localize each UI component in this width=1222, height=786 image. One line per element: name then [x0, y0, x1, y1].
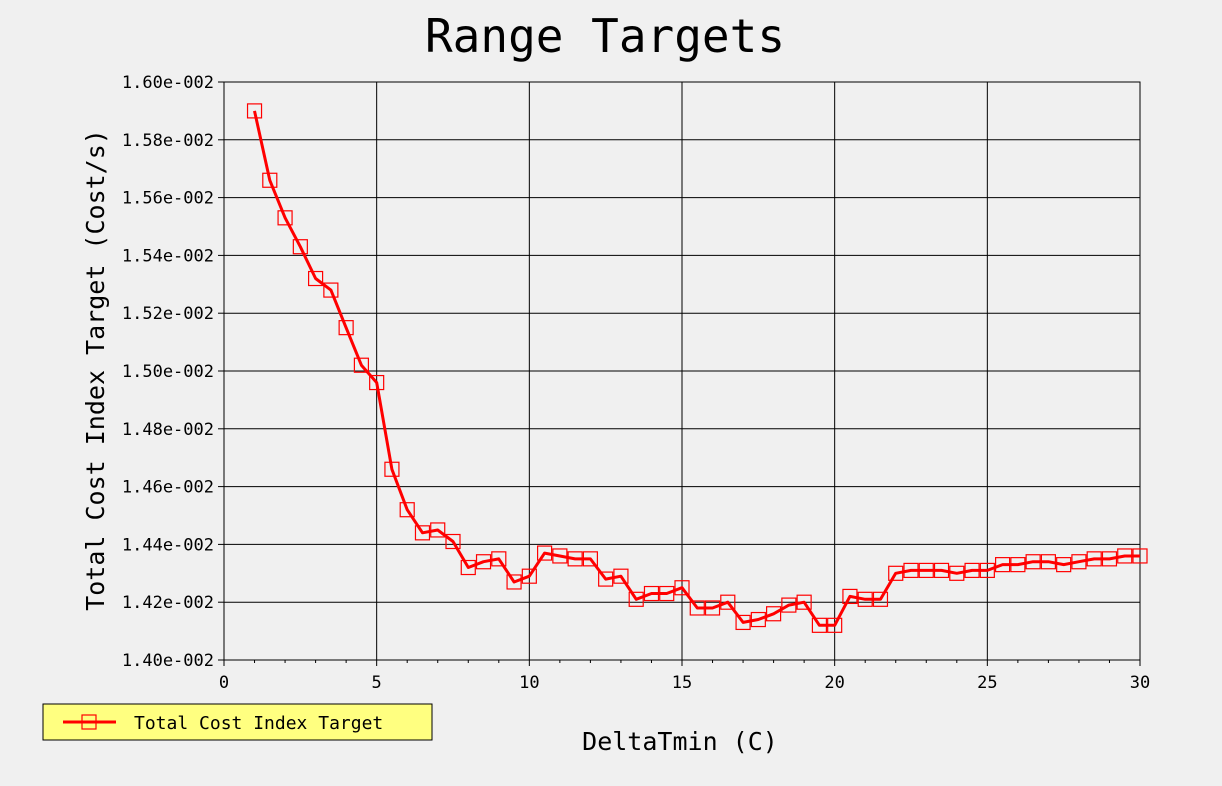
series-layer	[246, 103, 1148, 633]
data-point-marker	[369, 374, 385, 391]
x-tick-label: 0	[219, 673, 229, 693]
data-point-marker	[659, 585, 675, 602]
legend: Total Cost Index Target	[42, 703, 433, 741]
x-axis-title: DeltaTmin (C)	[582, 727, 778, 756]
data-point-marker	[994, 557, 1011, 573]
legend-label: Total Cost Index Target	[134, 713, 383, 734]
data-point-marker	[1056, 557, 1072, 573]
data-point-marker	[796, 594, 812, 610]
data-point-marker	[872, 591, 889, 607]
data-point-marker	[689, 600, 705, 616]
y-tick-label: 1.60e-002	[122, 73, 214, 93]
y-tick-label: 1.58e-002	[122, 131, 214, 151]
x-tick-label: 5	[372, 673, 382, 693]
data-point-marker	[338, 320, 354, 336]
data-point-marker	[414, 525, 431, 541]
data-point-marker	[552, 548, 568, 564]
data-point-marker	[918, 562, 934, 579]
x-tick-label: 25	[977, 673, 997, 693]
data-point-marker	[811, 617, 828, 633]
data-point-marker	[399, 502, 415, 518]
data-point-marker	[1040, 554, 1057, 570]
data-point-marker	[308, 270, 324, 287]
data-point-marker	[1025, 554, 1041, 570]
data-point-marker	[445, 533, 461, 550]
data-point-marker	[933, 562, 950, 579]
data-point-marker	[827, 617, 843, 633]
y-tick-label: 1.50e-002	[122, 362, 214, 382]
data-point-marker	[536, 545, 553, 561]
data-point-marker	[292, 239, 308, 255]
data-point-marker	[1117, 548, 1133, 564]
data-point-marker	[643, 585, 660, 602]
legend-box	[42, 703, 433, 741]
y-tick-label: 1.54e-002	[122, 246, 214, 266]
data-point-marker	[475, 554, 492, 570]
y-axis: 1.40e-002 1.42e-002 1.44e-002 1.46e-002 1.48…	[122, 73, 224, 671]
legend-marker-square	[81, 714, 97, 730]
data-point-marker	[567, 551, 583, 567]
data-point-marker	[1132, 548, 1148, 564]
data-point-marker	[857, 591, 873, 607]
data-point-marker	[491, 551, 507, 567]
data-point-marker	[949, 565, 965, 581]
x-tick-label: 30	[1130, 673, 1150, 693]
data-point-marker	[750, 611, 766, 628]
y-axis-title: Total Cost Index Target (Cost/s)	[81, 129, 110, 611]
y-tick-label: 1.40e-002	[122, 651, 214, 671]
x-axis: 0 5 10 15 20 25 30	[219, 660, 1150, 693]
data-point-marker	[1071, 554, 1087, 570]
data-point-marker	[277, 210, 293, 226]
y-tick-label: 1.56e-002	[122, 189, 214, 209]
data-point-marker	[521, 568, 537, 584]
data-point-marker	[964, 562, 980, 579]
data-point-marker	[735, 614, 751, 631]
data-point-marker	[613, 568, 629, 584]
data-point-marker	[323, 282, 339, 298]
data-point-marker	[262, 172, 278, 188]
y-tick-label: 1.42e-002	[122, 593, 214, 613]
data-point-marker	[460, 559, 476, 576]
chart-title: Range Targets	[425, 9, 785, 63]
x-tick-label: 20	[824, 673, 844, 693]
data-point-marker	[781, 597, 797, 613]
data-point-marker	[353, 357, 369, 373]
data-point-marker	[1101, 551, 1118, 567]
data-point-marker	[1086, 551, 1102, 567]
data-point-marker	[246, 103, 263, 119]
data-point-marker	[888, 565, 904, 581]
data-point-marker	[384, 461, 400, 477]
y-tick-label: 1.46e-002	[122, 478, 214, 498]
data-point-marker	[704, 600, 721, 616]
data-point-marker	[842, 588, 858, 605]
data-point-marker	[582, 551, 599, 567]
data-point-marker	[903, 562, 919, 579]
data-point-marker	[506, 574, 522, 590]
data-point-marker	[979, 562, 995, 579]
data-point-marker	[430, 522, 446, 538]
plot-area: 0 5 10 15 20 25 30 1.40e-002 1.42e-002 1.44e-002…	[122, 73, 1150, 693]
x-tick-label: 10	[519, 673, 539, 693]
data-point-marker	[1010, 557, 1026, 573]
x-tick-label: 15	[672, 673, 692, 693]
y-tick-label: 1.52e-002	[122, 304, 214, 324]
y-tick-label: 1.44e-002	[122, 535, 214, 555]
series-line	[253, 110, 1140, 627]
data-point-marker	[674, 580, 690, 596]
data-point-marker	[628, 591, 644, 607]
data-point-marker	[598, 571, 614, 587]
data-point-marker	[765, 606, 782, 622]
y-tick-label: 1.48e-002	[122, 420, 214, 440]
data-point-marker	[720, 594, 736, 610]
